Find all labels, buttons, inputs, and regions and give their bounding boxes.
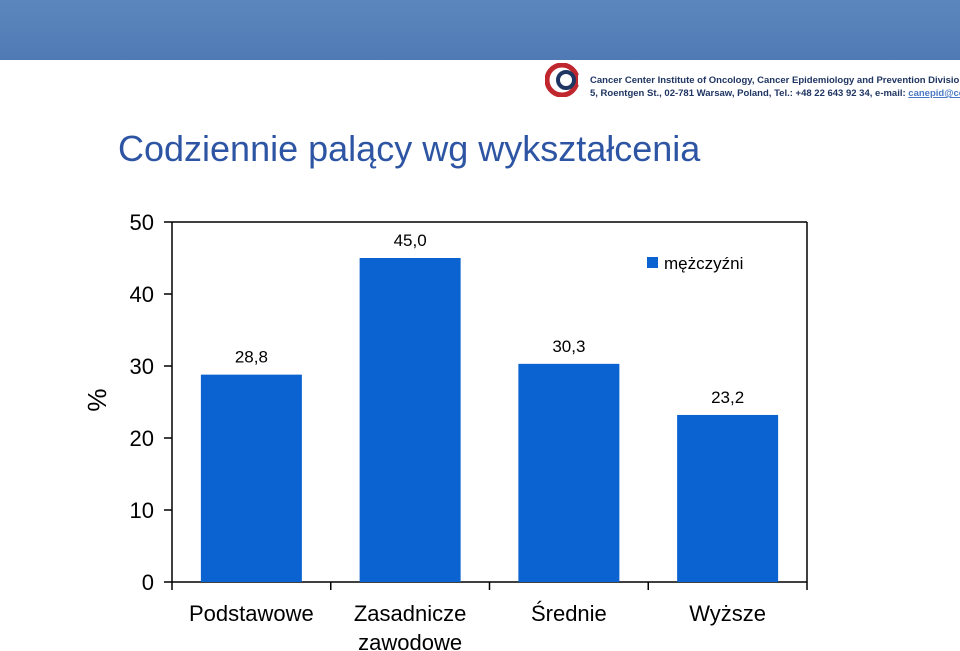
institute-name: Cancer Center Institute of Oncology, Can… — [590, 75, 960, 86]
category-label: Zasadnicze — [354, 601, 467, 626]
category-label: Podstawowe — [189, 601, 314, 626]
bar — [359, 258, 461, 582]
institute-address: 5, Roentgen St., 02-781 Warsaw, Poland, … — [590, 88, 960, 99]
bar — [518, 363, 620, 582]
y-tick-label: 10 — [130, 498, 154, 523]
address-text: 5, Roentgen St., 02-781 Warsaw, Poland, … — [590, 88, 909, 99]
y-tick-label: 0 — [142, 570, 154, 595]
bar — [677, 414, 779, 582]
data-label: 45,0 — [394, 231, 427, 250]
data-label: 28,8 — [235, 348, 268, 367]
y-tick-label: 30 — [130, 354, 154, 379]
category-label: Średnie — [531, 601, 607, 626]
category-label: zawodowe — [358, 630, 462, 651]
category-label: Wyższe — [689, 601, 766, 626]
cancer-center-logo-icon — [545, 63, 587, 97]
bar — [200, 374, 302, 582]
data-label: 23,2 — [711, 388, 744, 407]
slide-title: Codziennie palący wg wykształcenia — [118, 128, 701, 169]
top-banner — [0, 0, 960, 60]
y-tick-label: 50 — [130, 210, 154, 235]
y-tick-label: 40 — [130, 282, 154, 307]
legend-swatch — [647, 257, 658, 268]
y-axis-label: % — [82, 388, 112, 411]
email-link[interactable]: canepid@coi.waw.pl — [908, 88, 960, 99]
institute-header: Cancer Center Institute of Oncology, Can… — [590, 75, 960, 99]
legend-label: mężczyźni — [664, 254, 743, 273]
y-tick-label: 20 — [130, 426, 154, 451]
data-label: 30,3 — [552, 337, 585, 356]
